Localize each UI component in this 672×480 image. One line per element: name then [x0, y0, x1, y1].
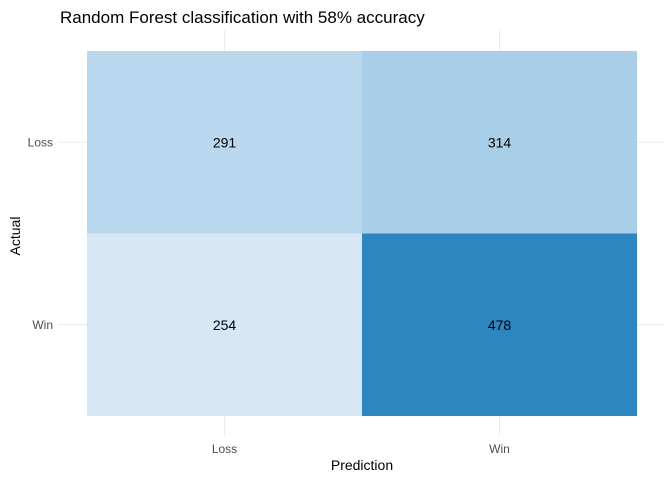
x-tick-label: Win [489, 442, 510, 456]
heatmap-cells [87, 51, 637, 416]
cell-value-label: 314 [488, 134, 512, 150]
y-tick-label: Win [32, 318, 53, 332]
cell-value-label: 291 [213, 134, 237, 150]
y-axis-ticks: Loss Win [28, 135, 53, 332]
chart-title: Random Forest classification with 58% ac… [60, 8, 425, 27]
cell-value-label: 478 [488, 317, 512, 333]
heatmap-cell [87, 233, 362, 416]
heatmap-cell [362, 233, 637, 416]
cell-value-label: 254 [213, 317, 237, 333]
heatmap-cell [87, 51, 362, 234]
y-tick-label: Loss [28, 135, 53, 149]
x-tick-label: Loss [212, 442, 237, 456]
heatmap-cell [362, 51, 637, 234]
x-axis-title: Prediction [331, 457, 393, 473]
y-axis-title: Actual [7, 217, 23, 256]
cell-value-labels: 291 314 254 478 [213, 134, 512, 333]
x-axis-ticks: Loss Win [212, 442, 510, 456]
